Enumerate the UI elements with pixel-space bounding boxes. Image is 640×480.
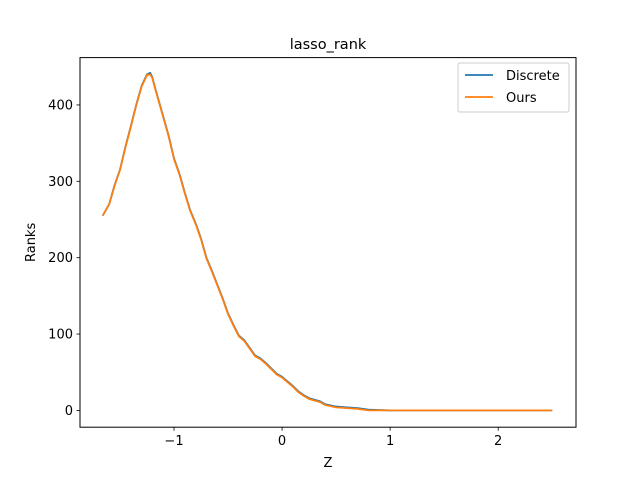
x-axis-label: Z bbox=[324, 456, 333, 471]
x-tick-label: 1 bbox=[386, 434, 394, 449]
y-tick-label: 0 bbox=[65, 404, 73, 419]
legend-label-discrete: Discrete bbox=[506, 69, 560, 84]
y-tick-label: 100 bbox=[48, 328, 73, 343]
y-axis: 0 100 200 300 400 bbox=[48, 98, 80, 419]
legend: Discrete Ours bbox=[457, 62, 570, 113]
y-tick-label: 400 bbox=[48, 98, 73, 113]
chart-title: lasso_rank bbox=[290, 37, 367, 53]
plot-frame bbox=[79, 57, 577, 428]
legend-label-ours: Ours bbox=[506, 91, 537, 106]
y-tick-label: 200 bbox=[48, 251, 73, 266]
series-layer bbox=[101, 71, 553, 412]
x-axis: −1 0 1 2 bbox=[164, 427, 502, 449]
x-tick-label: 0 bbox=[278, 434, 286, 449]
y-tick-label: 300 bbox=[48, 175, 73, 190]
series-line-ours bbox=[101, 73, 553, 412]
y-axis-label: Ranks bbox=[24, 223, 39, 262]
x-tick-label: −1 bbox=[164, 434, 183, 449]
x-tick-label: 2 bbox=[494, 434, 502, 449]
plot-area bbox=[80, 57, 576, 428]
